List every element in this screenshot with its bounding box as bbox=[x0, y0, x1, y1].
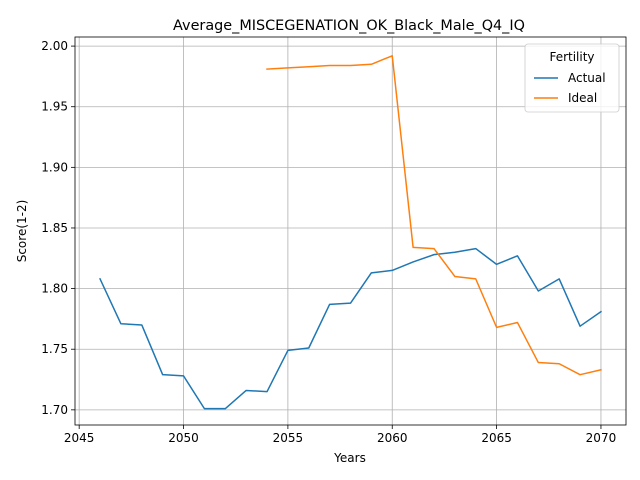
x-tick-label: 2050 bbox=[168, 431, 199, 445]
y-tick-label: 1.75 bbox=[41, 342, 68, 356]
plot-frame bbox=[74, 36, 627, 426]
legend-title: Fertility bbox=[549, 50, 594, 64]
y-axis-ticks: 1.70 1.75 1.80 1.85 1.90 1.95 2.00 bbox=[41, 39, 75, 417]
x-tick-label: 2070 bbox=[586, 431, 617, 445]
y-tick-label: 1.90 bbox=[41, 160, 68, 174]
legend-box bbox=[524, 43, 620, 113]
series-line-actual bbox=[99, 247, 602, 410]
x-axis-label: Years bbox=[333, 451, 366, 465]
x-tick-label: 2060 bbox=[377, 431, 408, 445]
chart-title: Average_MISCEGENATION_OK_Black_Male_Q4_I… bbox=[173, 18, 525, 34]
y-tick-label: 1.95 bbox=[41, 100, 68, 114]
series-lines bbox=[99, 55, 602, 410]
legend-label-actual: Actual bbox=[568, 71, 606, 85]
series-line-ideal bbox=[266, 55, 602, 376]
legend: Fertility Actual Ideal bbox=[524, 43, 620, 113]
legend-label-ideal: Ideal bbox=[568, 91, 597, 105]
y-tick-label: 2.00 bbox=[41, 39, 68, 53]
x-tick-label: 2045 bbox=[64, 431, 95, 445]
y-tick-label: 1.85 bbox=[41, 221, 68, 235]
y-axis-label: Score(1-2) bbox=[15, 200, 29, 263]
x-axis-ticks: 2045 2050 2055 2060 2065 2070 bbox=[64, 425, 616, 445]
x-tick-label: 2065 bbox=[481, 431, 512, 445]
x-tick-label: 2055 bbox=[273, 431, 304, 445]
y-tick-label: 1.70 bbox=[41, 403, 68, 417]
y-tick-label: 1.80 bbox=[41, 282, 68, 296]
